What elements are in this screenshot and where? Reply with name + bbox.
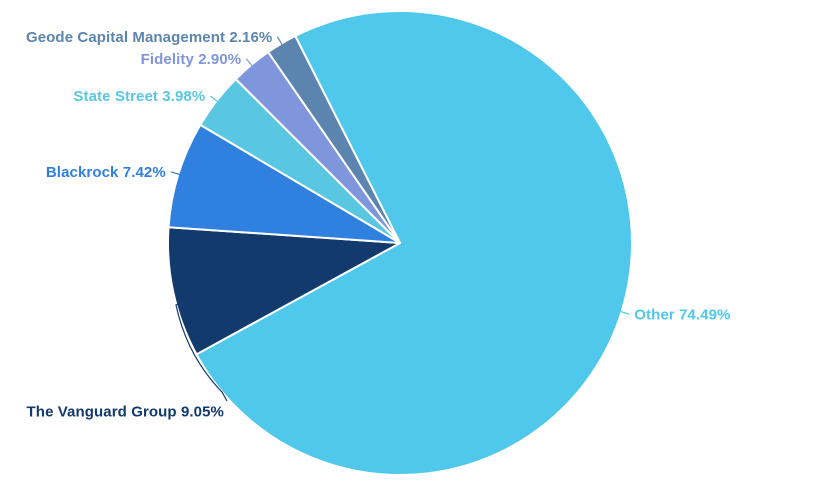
- pie-slice-the-vanguard-group[interactable]: [167, 226, 401, 356]
- label-connector-the-vanguard-group: [175, 300, 228, 402]
- label-connector-fidelity: [245, 58, 255, 69]
- label-connector-state-street: [209, 95, 221, 104]
- slice-label-other: Other 74.49%: [634, 306, 730, 323]
- slice-label-blackrock: Blackrock 7.42%: [46, 164, 166, 181]
- slice-label-the-vanguard-group: The Vanguard Group 9.05%: [27, 403, 224, 420]
- label-connector-blackrock: [170, 171, 183, 176]
- label-connector-other: [617, 310, 630, 315]
- slice-label-geode-capital-management: Geode Capital Management 2.16%: [26, 29, 272, 46]
- slice-label-fidelity: Fidelity 2.90%: [141, 51, 242, 68]
- slice-label-state-street: State Street 3.98%: [73, 88, 205, 105]
- label-connector-geode-capital-management: [276, 36, 285, 48]
